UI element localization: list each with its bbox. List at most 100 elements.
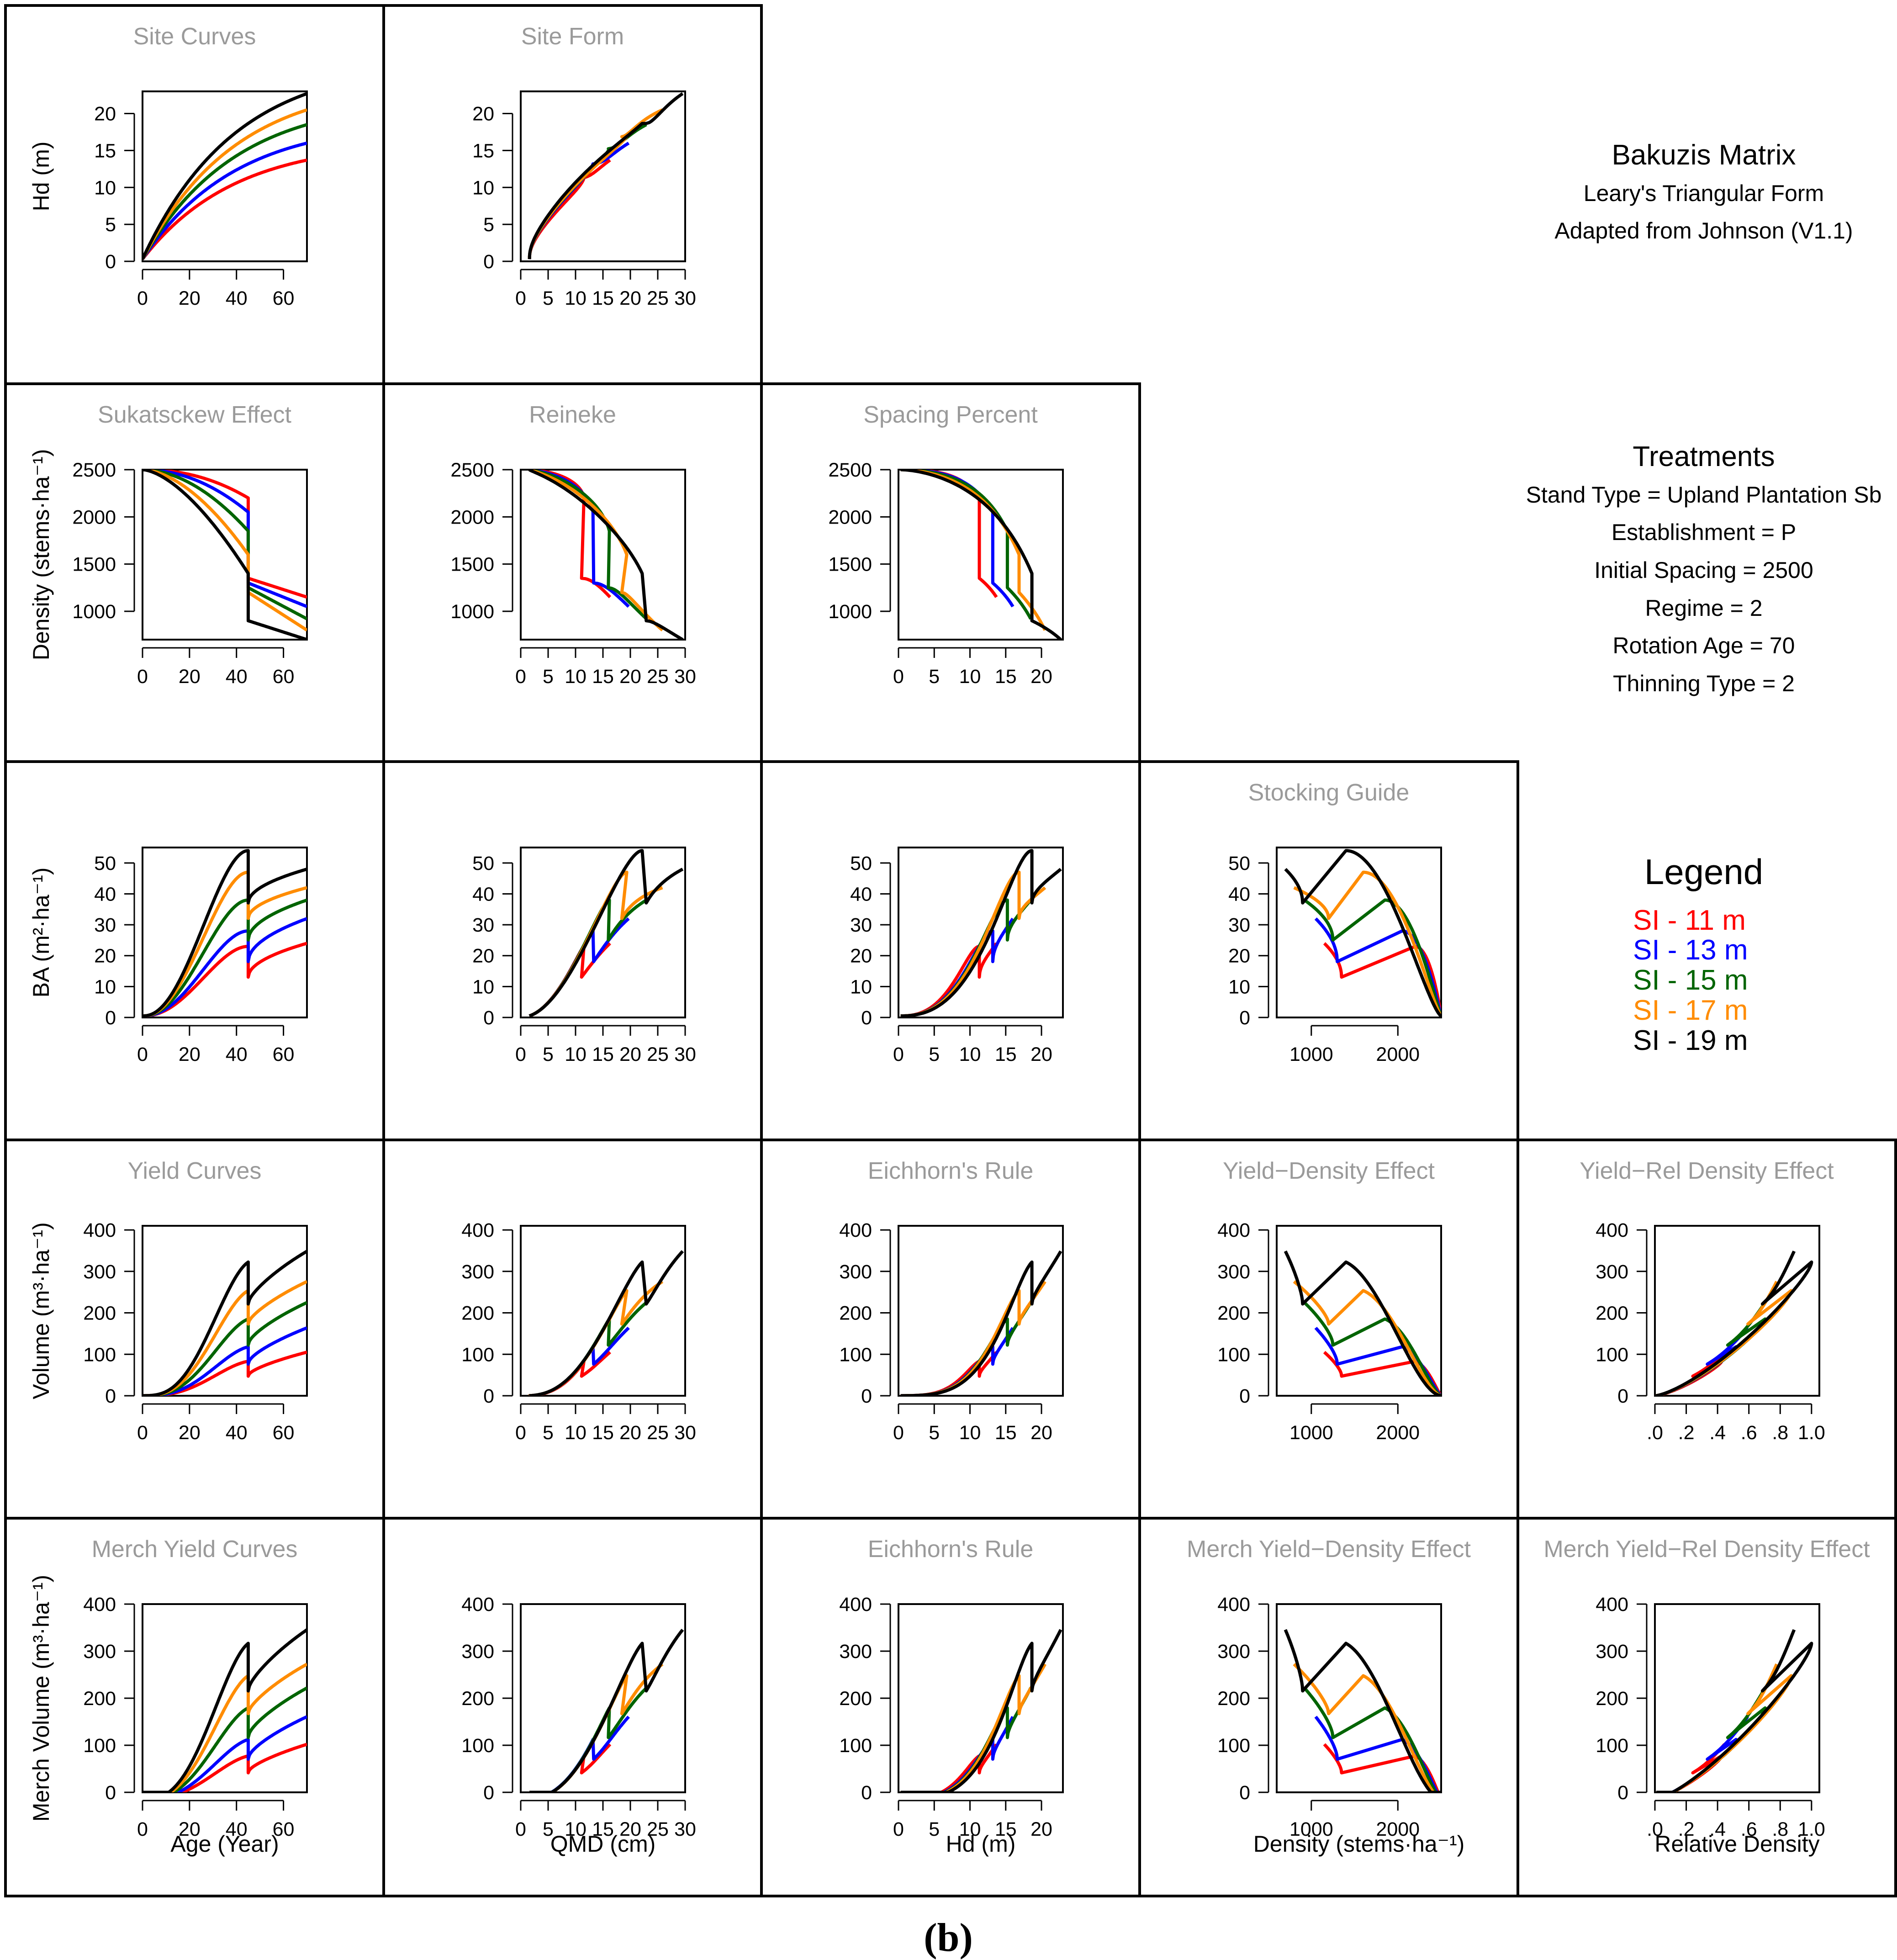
x-tick-label: 20 xyxy=(179,1044,201,1065)
panel-frame xyxy=(382,382,763,763)
series-line-si-13 xyxy=(900,470,1015,608)
header-block: Bakuzis Matrix Leary's Triangular Form A… xyxy=(1554,139,1853,244)
plot-area xyxy=(520,90,686,262)
series-line-si-13 xyxy=(143,470,307,608)
y-tick-label: 100 xyxy=(839,1344,872,1366)
y-tick-label: 5 xyxy=(105,214,116,236)
y-tick-label: 400 xyxy=(461,1594,494,1616)
x-tick-label: 10 xyxy=(565,1818,587,1840)
plot-panel: Reineke 0 5 10 15 20 25 30 1000 1500 2000 2500 xyxy=(450,402,696,688)
y-tick-label: 2000 xyxy=(72,506,116,528)
y-tick-label: 200 xyxy=(1217,1688,1250,1710)
y-tick-label: 0 xyxy=(1239,1007,1250,1029)
x-tick-label: 10 xyxy=(959,1044,981,1065)
y-tick-label: 0 xyxy=(1617,1782,1628,1804)
panel-frame xyxy=(4,4,385,385)
y-tick-label: 0 xyxy=(105,1385,116,1407)
y-tick-label: 0 xyxy=(483,1385,494,1407)
series-line-si-19 xyxy=(143,92,307,260)
x-tick-label: 20 xyxy=(619,1818,641,1840)
y-tick-label: 10 xyxy=(1228,976,1250,998)
x-tick-label: 20 xyxy=(1030,1044,1052,1065)
y-tick-label: 0 xyxy=(861,1007,872,1029)
panel-frame xyxy=(1517,1517,1897,1897)
panel-frame xyxy=(760,1139,1141,1520)
y-tick-label: 0 xyxy=(861,1385,872,1407)
panel-frame xyxy=(4,1139,385,1520)
y-tick-label: 300 xyxy=(1217,1641,1250,1663)
panel-title: Merch Yield−Rel Density Effect xyxy=(1543,1536,1870,1563)
series-line-si-19 xyxy=(1284,849,1441,1017)
x-tick-label: .8 xyxy=(1772,1818,1788,1840)
y-tick-label: 200 xyxy=(839,1688,872,1710)
x-tick-label: 1000 xyxy=(1289,1422,1333,1444)
x-tick-label: 20 xyxy=(1030,1422,1052,1444)
x-tick-label: .8 xyxy=(1772,1422,1788,1444)
series-line-si-15 xyxy=(528,470,648,620)
x-tick-label: 10 xyxy=(565,1422,587,1444)
series-line-si-17 xyxy=(1293,1280,1441,1396)
panel-title: Spacing Percent xyxy=(863,402,1038,428)
series-line-si-19 xyxy=(528,92,684,260)
panel-title: Site Curves xyxy=(133,23,256,50)
legend-title: Legend xyxy=(1644,852,1763,892)
plot-area xyxy=(142,1225,308,1397)
y-tick-label: 1000 xyxy=(450,601,494,623)
y-tick-label: 100 xyxy=(1596,1344,1628,1366)
matrix-subtitle-1: Leary's Triangular Form xyxy=(1584,180,1824,206)
legend-item-si-15: SI - 15 m xyxy=(1633,964,1748,996)
legend-item-si-19: SI - 19 m xyxy=(1633,1025,1748,1056)
y-axis-label: Volume (m³·ha⁻¹) xyxy=(28,1222,54,1399)
series-line-si-15 xyxy=(143,1686,307,1792)
x-axis-label: Hd (m) xyxy=(946,1831,1016,1857)
x-tick-label: 20 xyxy=(179,287,201,309)
x-tick-label: 1000 xyxy=(1289,1044,1333,1065)
x-tick-label: 20 xyxy=(619,287,641,309)
y-tick-label: 2500 xyxy=(450,459,494,481)
plot-area xyxy=(520,1603,686,1793)
y-tick-label: 0 xyxy=(105,251,116,273)
x-tick-label: 5 xyxy=(543,1044,554,1065)
y-tick-label: 100 xyxy=(83,1735,116,1757)
y-tick-label: 0 xyxy=(105,1782,116,1804)
y-tick-label: 2000 xyxy=(450,506,494,528)
y-tick-label: 0 xyxy=(1617,1385,1628,1407)
y-tick-label: 50 xyxy=(850,853,872,874)
y-tick-label: 200 xyxy=(83,1688,116,1710)
y-tick-label: 100 xyxy=(1217,1735,1250,1757)
treatments-heading: Treatments xyxy=(1633,441,1775,472)
plot-area xyxy=(1276,1603,1442,1793)
series-line-si-11 xyxy=(900,942,998,1017)
x-tick-label: 20 xyxy=(1030,666,1052,688)
panel-title: Eichhorn's Rule xyxy=(868,1536,1034,1563)
x-tick-label: 1000 xyxy=(1289,1818,1333,1840)
y-tick-label: 30 xyxy=(472,914,494,936)
x-tick-label: 30 xyxy=(674,1044,696,1065)
plot-area xyxy=(142,847,308,1018)
x-tick-label: 10 xyxy=(565,1044,587,1065)
x-tick-label: .6 xyxy=(1741,1422,1757,1444)
treatment-line: Initial Spacing = 2500 xyxy=(1594,557,1813,583)
y-tick-label: 300 xyxy=(839,1641,872,1663)
plot-panel: Merch Yield−Density Effect 1000 2000 0 100 20… xyxy=(1187,1536,1471,1857)
series-line-si-19 xyxy=(900,1629,1062,1792)
y-axis-label: Merch Volume (m³·ha⁻¹) xyxy=(28,1575,54,1822)
treatment-line: Regime = 2 xyxy=(1645,595,1762,621)
y-tick-label: 100 xyxy=(461,1344,494,1366)
y-tick-label: 20 xyxy=(850,945,872,967)
x-tick-label: 15 xyxy=(995,1818,1017,1840)
y-tick-label: 10 xyxy=(94,177,116,199)
plot-area xyxy=(898,469,1064,641)
y-tick-label: 1500 xyxy=(828,554,872,576)
series-line-si-15 xyxy=(143,898,307,1017)
y-tick-label: 100 xyxy=(461,1735,494,1757)
y-axis-label: BA (m²·ha⁻¹) xyxy=(28,868,54,998)
series-line-si-13 xyxy=(143,1715,307,1792)
y-tick-label: 300 xyxy=(1217,1261,1250,1283)
x-tick-label: 0 xyxy=(137,1422,148,1444)
x-tick-label: 5 xyxy=(929,1044,940,1065)
y-tick-label: 0 xyxy=(861,1782,872,1804)
series-line-si-15 xyxy=(900,470,1032,620)
